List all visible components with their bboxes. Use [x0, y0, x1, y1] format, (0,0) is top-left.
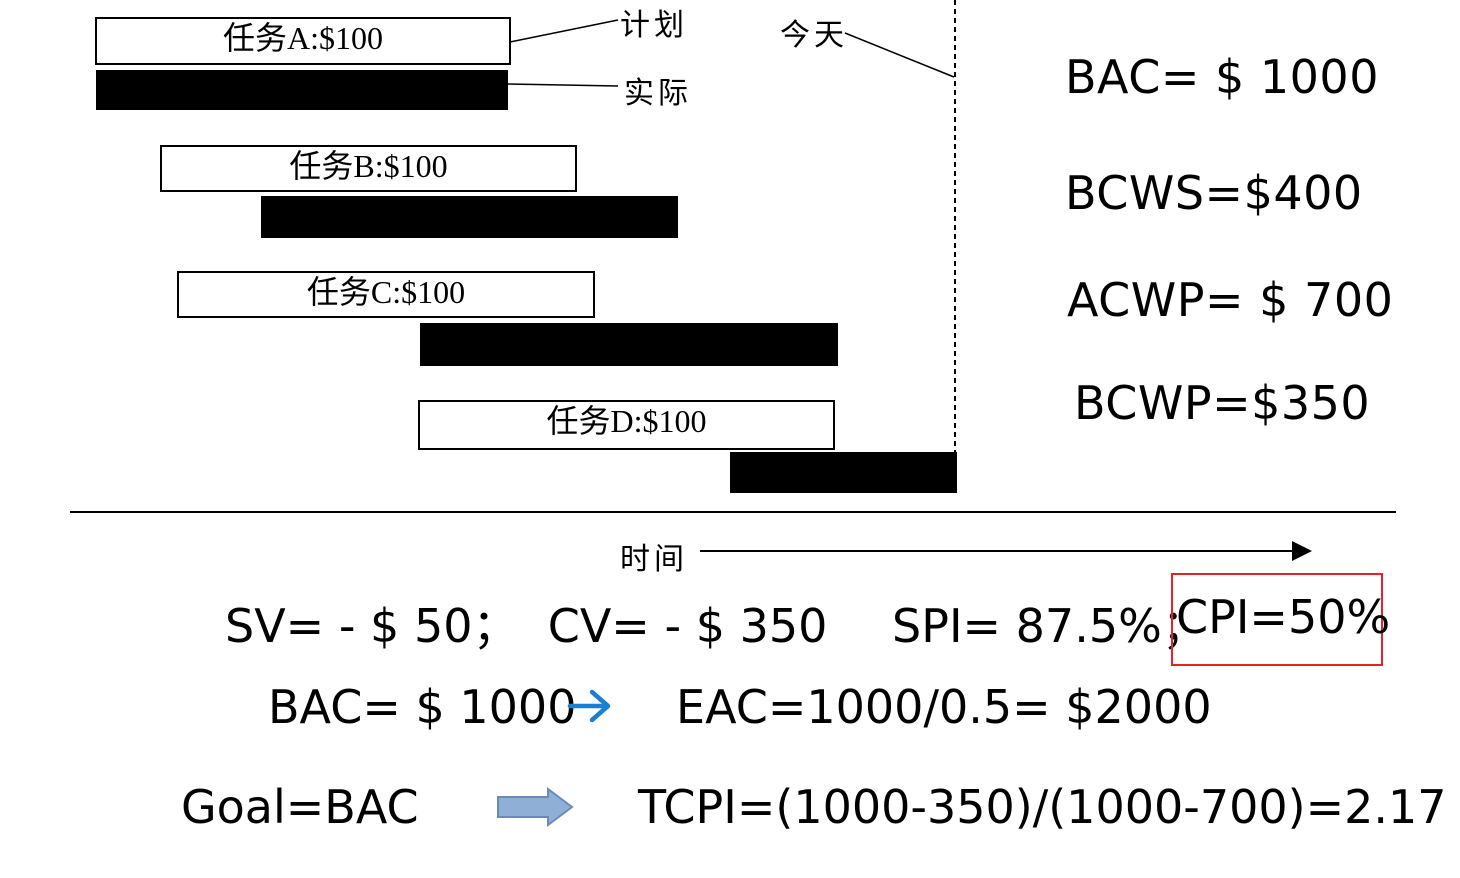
spi-result: SPI= 87.5%；: [892, 599, 1208, 653]
plan-legend-label: 计划: [620, 9, 688, 42]
cpi-highlight-box: [1171, 573, 1383, 666]
today-label: 今天: [780, 19, 848, 52]
task-b-label: 任务B:$100: [289, 148, 448, 184]
acwp-metric: ACWP= $ 700: [1067, 273, 1394, 327]
task-c-label: 任务C:$100: [306, 274, 466, 310]
actual-leader-line: [507, 83, 619, 87]
actual-legend-label: 实际: [624, 77, 692, 110]
task-d-actual-bar: [730, 452, 957, 493]
task-a-label: 任务A:$100: [222, 20, 383, 56]
goal-text: Goal=BAC: [181, 780, 419, 834]
time-axis-label: 时间: [620, 543, 688, 576]
cpi-result: CPI=50%: [1176, 590, 1391, 644]
plan-leader-line: [509, 19, 619, 43]
bac-result: BAC= $ 1000: [268, 680, 577, 734]
task-c-actual-bar: [420, 323, 838, 366]
task-b-actual-bar: [261, 196, 678, 238]
eac-result: EAC=1000/0.5= $2000: [676, 680, 1212, 734]
task-a-actual-bar: [96, 70, 508, 110]
task-c-plan-bar: 任务C:$100: [177, 271, 595, 318]
bcwp-metric: BCWP=$350: [1074, 376, 1371, 430]
task-a-plan-bar: 任务A:$100: [95, 17, 511, 65]
block-arrow-icon: [497, 787, 574, 827]
task-d-label: 任务D:$100: [546, 403, 707, 439]
bcws-metric: BCWS=$400: [1065, 166, 1363, 220]
tcpi-result: TCPI=(1000-350)/(1000-700)=2.17: [638, 780, 1447, 834]
blue-arrow-icon: [567, 689, 611, 723]
task-b-plan-bar: 任务B:$100: [160, 145, 577, 192]
bac-metric: BAC= $ 1000: [1065, 50, 1379, 104]
today-leader-line: [844, 32, 955, 78]
task-d-plan-bar: 任务D:$100: [418, 400, 835, 450]
sv-cv-result: SV= - $ 50； CV= - $ 350: [225, 599, 828, 653]
